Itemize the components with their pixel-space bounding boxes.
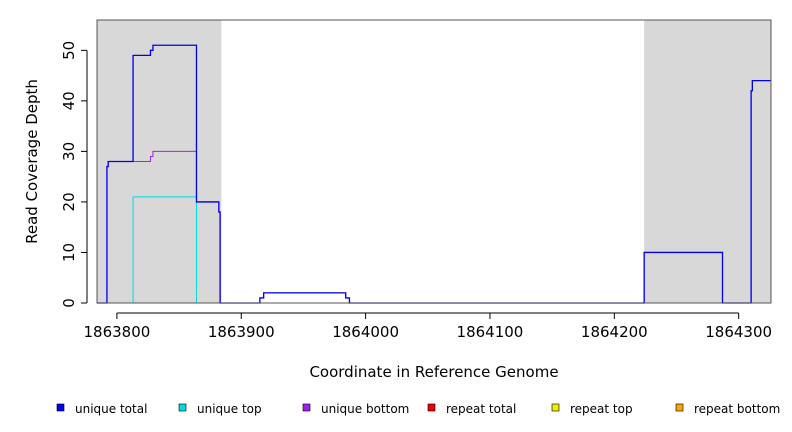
x-tick-label: 1864200 (581, 323, 648, 341)
y-axis: 0 10 20 30 40 50 (60, 41, 88, 308)
legend-label: unique bottom (321, 402, 409, 416)
legend-item-repeat-bottom: repeat bottom (675, 402, 780, 416)
shaded-region-1 (644, 20, 771, 303)
legend-swatch (551, 403, 560, 412)
legend-swatch (427, 403, 436, 412)
legend-label: repeat top (570, 402, 633, 416)
legend-label: repeat total (446, 402, 516, 416)
y-tick-label: 50 (60, 41, 78, 60)
y-tick-label: 10 (60, 243, 78, 262)
legend-swatch (675, 403, 684, 412)
legend-item-unique-bottom: unique bottom (302, 402, 409, 416)
series-line-unique-top (132, 196, 197, 303)
legend-label: unique top (197, 402, 262, 416)
x-tick-label: 1864100 (457, 323, 524, 341)
legend-item-repeat-top: repeat top (551, 402, 633, 416)
y-axis-title: Read Coverage Depth (23, 79, 41, 244)
legend-item-repeat-total: repeat total (427, 402, 516, 416)
legend-label: unique total (75, 402, 147, 416)
y-tick-label: 20 (60, 192, 78, 211)
legend-item-unique-total: unique total (56, 402, 147, 416)
x-tick-label: 1864000 (332, 323, 399, 341)
plot-frame (96, 19, 772, 304)
legend-swatch (56, 403, 65, 412)
y-tick-label: 30 (60, 142, 78, 161)
legend-swatch (302, 403, 311, 412)
y-tick-label: 40 (60, 91, 78, 110)
x-axis: 1863800 1863900 1864000 1864100 1864200 18643… (83, 312, 772, 341)
legend: unique total unique top unique bottom repea… (56, 402, 780, 416)
x-tick-label: 1863800 (83, 323, 150, 341)
legend-swatch (178, 403, 187, 412)
legend-label: repeat bottom (694, 402, 780, 416)
x-axis-title: Coordinate in Reference Genome (309, 363, 558, 381)
x-tick-label: 1863900 (208, 323, 275, 341)
x-tick-label: 1864300 (705, 323, 772, 341)
shaded-regions (97, 20, 771, 303)
y-tick-label: 0 (60, 298, 78, 308)
legend-item-unique-top: unique top (178, 402, 262, 416)
